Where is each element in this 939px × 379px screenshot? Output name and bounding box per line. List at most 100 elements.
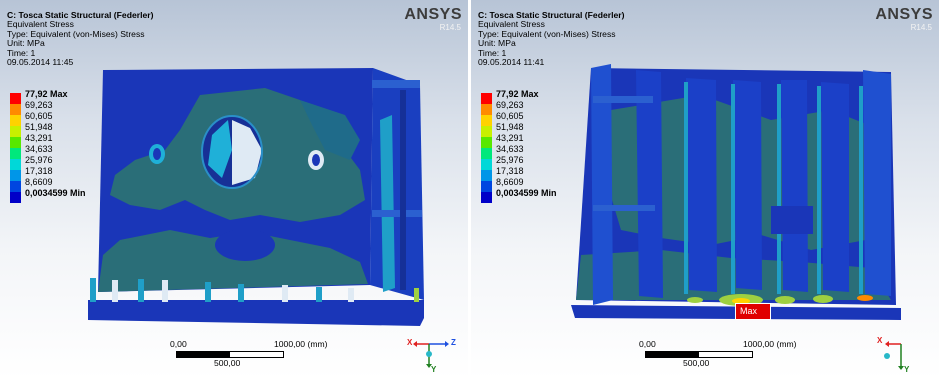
legend-swatch [481,93,492,104]
model-hole-stress [208,120,232,178]
model-base-rib [348,288,354,302]
legend-swatch [481,115,492,126]
legend-value: 51,948 [496,122,524,132]
stress-model-view[interactable] [0,0,468,379]
model-base-rib [414,288,419,302]
legend-max-label: 77,92 Max [25,89,68,99]
axis-triad-icon [413,341,449,368]
model-hole-stress [232,120,262,185]
result-time: Time: 1 [478,47,507,58]
model-base-flange [88,300,424,326]
legend-swatch [481,137,492,148]
model-vertical-rib [781,80,808,292]
model-small-hole [153,148,161,160]
result-date: 09.05.2014 11:45 [7,57,74,68]
legend-swatch [10,93,21,104]
max-marker-label: Max [740,306,758,316]
scale-bar-graphic [176,351,284,358]
max-marker[interactable]: Max [735,303,771,320]
legend-swatch [10,181,21,192]
legend-value: 17,318 [496,166,524,176]
result-type: Type: Equivalent (von-Mises) Stress [478,28,616,39]
legend-swatch [10,148,21,159]
model-rib-edge [684,82,688,294]
logo-version: R14.5 [439,23,461,32]
axis-label-y: Y [431,365,437,374]
stress-model-view[interactable] [471,0,939,379]
legend-swatch [481,126,492,137]
legend-value: 51,948 [25,122,53,132]
model-hot-spot [687,297,703,303]
legend-value: 25,976 [25,155,53,165]
result-info-left: C: Tosca Static Structural (Federler) Eq… [7,10,154,68]
result-date: 09.05.2014 11:41 [478,57,545,68]
model-cross-member [771,206,813,234]
scale-start-label: 0,00 [170,339,187,349]
model-base-rib [205,282,211,302]
axis-triad[interactable]: X Y [873,330,923,375]
legend-value: 17,318 [25,166,53,176]
axis-label-z: Z [451,338,456,347]
legend-value: 60,605 [496,111,524,121]
legend-min-label: 0,0034599 Min [25,188,86,198]
viewport-divider [468,0,471,379]
result-name: Equivalent Stress [478,19,545,30]
legend-swatch [10,115,21,126]
model-rib-edge [817,86,821,294]
legend-value: 34,633 [496,144,524,154]
model-vertical-rib [821,82,849,292]
model-hole-rim [201,115,263,189]
legend-swatch [10,104,21,115]
legend-value: 25,976 [496,155,524,165]
legend-swatch [481,159,492,170]
viewport-left[interactable]: C: Tosca Static Structural (Federler) Eq… [0,0,468,379]
scale-end-label: 1000,00 (mm) [274,339,328,349]
model-base-rib [112,280,118,302]
legend-value: 69,263 [25,100,53,110]
model-base-rib [316,287,322,302]
model-side-rib [372,210,422,217]
logo-brand: ANSYS [404,6,462,23]
scale-mid-label: 500,00 [683,358,710,368]
result-type: Type: Equivalent (von-Mises) Stress [7,28,145,39]
scale-end-label: 1000,00 (mm) [743,339,797,349]
model-side-rib [372,80,420,88]
result-time: Time: 1 [7,47,36,58]
model-vertical-rib [591,64,613,305]
axis-label-x: X [407,338,413,347]
model-side-rib [400,90,406,290]
legend-swatch [10,137,21,148]
model-rib-edge [859,86,863,294]
legend-swatch [10,126,21,137]
legend-swatch [481,148,492,159]
legend-swatch [10,192,21,203]
legend-value: 43,291 [496,133,524,143]
model-side-frame-cyan [380,115,395,292]
legend-swatch [10,170,21,181]
legend-value: 8,6609 [25,177,53,187]
model-lower-cutout [215,229,275,261]
logo-brand: ANSYS [875,6,933,23]
model-side-frame [370,68,424,300]
model-cross-member [593,205,655,211]
legend-value: 60,605 [25,111,53,121]
legend-value: 69,263 [496,100,524,110]
viewport-right[interactable]: C: Tosca Static Structural (Federler) Eq… [471,0,939,379]
legend-value: 43,291 [25,133,53,143]
ansys-logo: ANSYS R14.5 [404,6,462,33]
axis-label-y: Y [904,365,910,374]
model-vertical-rib [636,70,663,298]
scale-start-label: 0,00 [639,339,656,349]
result-name: Equivalent Stress [7,19,74,30]
model-hot-spot [857,295,873,301]
model-cross-member [593,96,653,103]
analysis-title: C: Tosca Static Structural (Federler) [478,10,625,20]
axis-triad[interactable]: X Y Z [407,330,457,375]
scale-mid-label: 500,00 [214,358,241,368]
legend-swatch [10,159,21,170]
result-info-right: C: Tosca Static Structural (Federler) Eq… [478,10,625,68]
analysis-title: C: Tosca Static Structural (Federler) [7,10,154,20]
model-vertical-rib [686,78,717,292]
legend-swatch [481,192,492,203]
result-unit: Unit: MPa [478,38,516,49]
